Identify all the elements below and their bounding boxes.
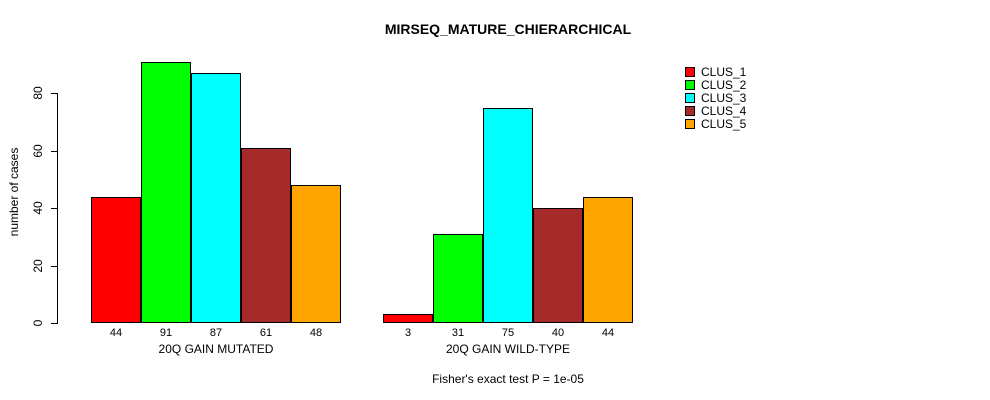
bar-value-label: 44 <box>109 327 123 339</box>
bar <box>191 73 241 323</box>
bar-value-label: 91 <box>159 327 173 339</box>
legend-label: CLUS_4 <box>701 104 747 118</box>
bar-value-label: 75 <box>501 327 515 339</box>
y-tick-label: 40 <box>31 201 45 215</box>
legend-swatch <box>685 80 695 90</box>
bar <box>533 208 583 323</box>
bar <box>141 62 191 323</box>
bar-value-label: 87 <box>209 327 223 339</box>
legend-swatch <box>685 67 695 77</box>
y-tick <box>51 151 57 152</box>
y-tick-label: 0 <box>31 319 45 327</box>
legend-label: CLUS_3 <box>701 91 747 105</box>
y-tick-label: 20 <box>31 259 45 273</box>
bar <box>91 197 141 323</box>
footnote-annotation: Fisher's exact test P = 1e-05 <box>432 372 584 386</box>
y-tick <box>51 266 57 267</box>
bar-value-label: 44 <box>601 327 615 339</box>
legend-label: CLUS_1 <box>701 65 747 79</box>
bar-value-label: 3 <box>404 327 412 339</box>
bar-value-label: 31 <box>451 327 465 339</box>
bar <box>433 234 483 323</box>
legend-label: CLUS_2 <box>701 78 747 92</box>
bar-value-label: 40 <box>551 327 565 339</box>
bar <box>241 148 291 323</box>
legend-swatch <box>685 93 695 103</box>
legend-swatch <box>685 106 695 116</box>
y-tick-label: 80 <box>31 86 45 100</box>
bar-value-label: 48 <box>309 327 323 339</box>
group-label: 20Q GAIN WILD-TYPE <box>445 342 571 356</box>
y-tick <box>51 93 57 94</box>
y-axis-line <box>57 93 58 324</box>
y-axis-label: number of cases <box>7 147 21 237</box>
y-tick <box>51 208 57 209</box>
plot-title: MIRSEQ_MATURE_CHIERARCHICAL <box>384 21 632 37</box>
legend-label: CLUS_5 <box>701 117 747 131</box>
legend-swatch <box>685 119 695 129</box>
y-tick-label: 60 <box>31 144 45 158</box>
y-tick <box>51 323 57 324</box>
group-label: 20Q GAIN MUTATED <box>158 342 274 356</box>
bar-value-label: 61 <box>259 327 273 339</box>
bar <box>291 185 341 323</box>
bar <box>583 197 633 323</box>
bar <box>483 108 533 323</box>
bar <box>383 314 433 323</box>
